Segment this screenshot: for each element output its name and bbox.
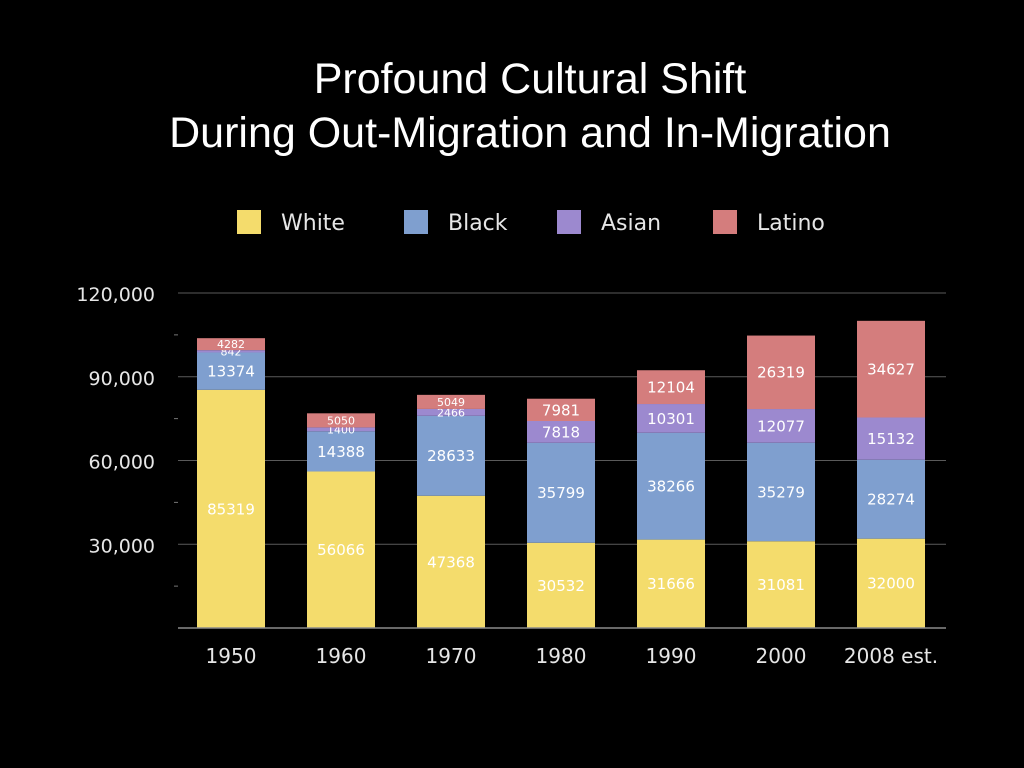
bar-segment-black: [747, 442, 815, 542]
y-axis: 120,000 90,000 60,000 30,000: [76, 284, 178, 587]
bar-segment-asian: [417, 408, 485, 416]
bar-segment-latino: [307, 413, 375, 428]
legend-label-black: Black: [448, 211, 508, 236]
bar-segment-black: [527, 442, 595, 543]
bar-value-label: 38266: [647, 478, 695, 496]
bar-segment-white: [307, 471, 375, 628]
bar-value-label: 47368: [427, 553, 475, 571]
bar-segment-latino: [857, 320, 925, 418]
bar-segment-asian: [527, 421, 595, 443]
bar-value-label: 7818: [542, 423, 580, 441]
bar-value-label: 35799: [537, 484, 585, 502]
y-tick-label: 30,000: [89, 535, 155, 557]
y-tick-label: 120,000: [76, 284, 155, 306]
x-tick-label: 2008 est.: [844, 644, 938, 668]
bar-value-label: 4282: [217, 338, 245, 351]
bar-segment-black: [307, 431, 375, 472]
bar-value-label: 56066: [317, 541, 365, 559]
legend-label-asian: Asian: [601, 211, 661, 236]
bar-value-label: 30532: [537, 577, 585, 595]
legend-label-white: White: [281, 211, 345, 236]
bar-segment-latino: [417, 394, 485, 409]
legend-swatch-asian: [557, 210, 581, 234]
bar-segment-white: [637, 539, 705, 628]
legend-label-latino: Latino: [757, 211, 825, 236]
x-tick-label: 1980: [536, 644, 587, 668]
chart-title-line-1: Profound Cultural Shift: [313, 55, 747, 103]
chart-title-line-2: During Out-Migration and In-Migration: [169, 109, 891, 157]
bar-value-label: 28633: [427, 447, 475, 465]
bar-segment-asian: [307, 427, 375, 432]
bar-segment-latino: [527, 398, 595, 422]
bar-segment-white: [527, 542, 595, 628]
bar-value-label: 12104: [647, 379, 695, 397]
x-tick-label: 1950: [206, 644, 257, 668]
bar-segment-asian: [747, 409, 815, 443]
bar-value-label: 15132: [867, 430, 915, 448]
chart-legend: White Black Asian Latino: [237, 210, 825, 236]
chart-title: Profound Cultural Shift During Out-Migra…: [0, 52, 1024, 160]
bar-value-label: 7981: [542, 401, 580, 419]
bar-segment-black: [637, 432, 705, 540]
bar-value-label: 26319: [757, 364, 805, 382]
bar-value-label: 35279: [757, 483, 805, 501]
bar-value-label: 31666: [647, 575, 695, 593]
x-tick-label: 1990: [646, 644, 697, 668]
bar-segment-latino: [747, 335, 815, 410]
bar-value-label: 14388: [317, 443, 365, 461]
legend-swatch-white: [237, 210, 261, 234]
bar-segment-white: [747, 541, 815, 628]
bar-value-label: 13374: [207, 363, 255, 381]
bar-value-label: 28274: [867, 491, 915, 509]
bar-segment-black: [417, 415, 485, 496]
bar-segment-latino: [637, 370, 705, 405]
bar-segment-white: [857, 538, 925, 628]
bar-value-label: 5050: [327, 414, 355, 427]
chart-bars: 8531913374842428256066143881400505047368…: [197, 320, 925, 628]
y-tick-label: 90,000: [89, 368, 155, 390]
x-tick-label: 2000: [756, 644, 807, 668]
bar-segment-black: [197, 352, 265, 390]
bar-value-label: 2466: [437, 406, 465, 419]
bar-value-label: 5049: [437, 396, 465, 409]
bar-value-label: 31081: [757, 576, 805, 594]
bar-segment-asian: [857, 417, 925, 460]
y-tick-label: 60,000: [89, 452, 155, 474]
bar-value-label: 10301: [647, 410, 695, 428]
legend-swatch-latino: [713, 210, 737, 234]
bar-segment-white: [417, 495, 485, 628]
x-axis: 1950 1960 1970 1980 1990 2000 2008 est.: [178, 627, 946, 668]
bar-segment-latino: [197, 338, 265, 351]
bar-segment-white: [197, 389, 265, 628]
bar-segment-asian: [637, 404, 705, 433]
bar-segment-asian: [197, 350, 265, 353]
bar-value-label: 32000: [867, 575, 915, 593]
bar-value-label: 85319: [207, 500, 255, 518]
x-tick-label: 1970: [426, 644, 477, 668]
bar-value-label: 12077: [757, 417, 805, 435]
x-tick-label: 1960: [316, 644, 367, 668]
bar-value-label: 34627: [867, 361, 915, 379]
legend-swatch-black: [404, 210, 428, 234]
bar-segment-black: [857, 459, 925, 539]
